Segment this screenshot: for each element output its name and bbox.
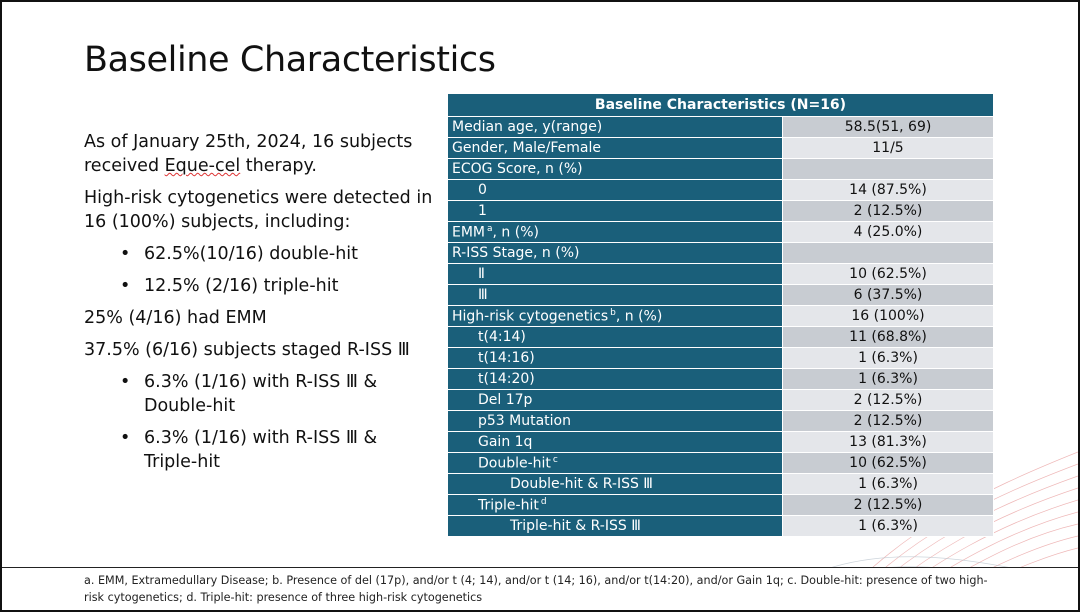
- summary-text: As of January 25th, 2024, 16 subjects re…: [84, 130, 434, 482]
- row-label: Triple-hit & R-ISS Ⅲ: [447, 515, 783, 537]
- summary-paragraph-2: High-risk cytogenetics were detected in …: [84, 188, 433, 232]
- row-value: 1 (6.3%): [782, 473, 994, 495]
- row-label: 1: [447, 200, 783, 222]
- row-value: 6 (37.5%): [782, 284, 994, 306]
- bullet-glyph: •: [120, 276, 131, 296]
- row-value: 11/5: [782, 137, 994, 159]
- table-row: Gain 1q 13 (81.3%): [447, 431, 994, 453]
- row-value: 16 (100%): [782, 305, 994, 327]
- footnote-marker: a: [487, 223, 493, 234]
- row-label: Gain 1q: [447, 431, 783, 453]
- row-label: Del 17p: [447, 389, 783, 411]
- table-row: Median age, y(range) 58.5(51, 69): [447, 116, 994, 138]
- table-header: Baseline Characteristics (N=16): [447, 93, 994, 117]
- row-value: 2 (12.5%): [782, 410, 994, 432]
- row-value: 10 (62.5%): [782, 452, 994, 474]
- row-label: Double-hit & R-ISS Ⅲ: [447, 473, 783, 495]
- row-label: Ⅲ: [447, 284, 783, 306]
- row-label: High-risk cytogenetics b, n (%): [447, 305, 783, 327]
- table-row: Gender, Male/Female 11/5: [447, 137, 994, 159]
- summary-paragraph-1: As of January 25th, 2024, 16 subjects re…: [84, 132, 413, 176]
- footnote-marker: b: [610, 307, 616, 318]
- summary-paragraph-4: 37.5% (6/16) subjects staged R-ISS Ⅲ: [84, 340, 410, 360]
- bullet-glyph: •: [120, 244, 131, 264]
- row-label: Double-hit c: [447, 452, 783, 474]
- row-label: t(4:14): [447, 326, 783, 348]
- page-title: Baseline Characteristics: [84, 40, 496, 80]
- table-row: R-ISS Stage, n (%): [447, 242, 994, 264]
- bullet-glyph: •: [120, 428, 131, 448]
- product-name: Eque-cel: [164, 156, 241, 176]
- row-value: 10 (62.5%): [782, 263, 994, 285]
- footnote-area: a. EMM, Extramedullary Disease; b. Prese…: [2, 567, 1078, 610]
- row-value: 4 (25.0%): [782, 221, 994, 243]
- bullet-item: • 12.5% (2/16) triple-hit: [120, 276, 339, 296]
- row-value: 1 (6.3%): [782, 347, 994, 369]
- row-label: t(14:16): [447, 347, 783, 369]
- row-label: Median age, y(range): [447, 116, 783, 138]
- row-value: [782, 242, 994, 264]
- row-label: p53 Mutation: [447, 410, 783, 432]
- bullet-item: • 6.3% (1/16) with R-ISS Ⅲ & Triple-hit: [120, 428, 378, 472]
- baseline-table: Baseline Characteristics (N=16) Median a…: [447, 93, 994, 537]
- row-value: 2 (12.5%): [782, 389, 994, 411]
- footnote-marker: d: [540, 496, 547, 507]
- footnote-marker: c: [552, 454, 558, 465]
- table-row: t(4:14) 11 (68.8%): [447, 326, 994, 348]
- row-value: [782, 158, 994, 180]
- summary-paragraph-3: 25% (4/16) had EMM: [84, 308, 267, 328]
- table-row: Triple-hit d 2 (12.5%): [447, 494, 994, 516]
- row-label: 0: [447, 179, 783, 201]
- footnote-text: a. EMM, Extramedullary Disease; b. Prese…: [84, 574, 988, 604]
- row-label: Triple-hit d: [447, 494, 783, 516]
- table-row: 0 14 (87.5%): [447, 179, 994, 201]
- table-row: High-risk cytogenetics b, n (%) 16 (100%): [447, 305, 994, 327]
- row-label: EMM a, n (%): [447, 221, 783, 243]
- row-value: 2 (12.5%): [782, 494, 994, 516]
- table-row: Double-hit c 10 (62.5%): [447, 452, 994, 474]
- row-label: Ⅱ: [447, 263, 783, 285]
- bullet-item: • 6.3% (1/16) with R-ISS Ⅲ & Double-hit: [120, 372, 378, 416]
- row-value: 14 (87.5%): [782, 179, 994, 201]
- row-label: Gender, Male/Female: [447, 137, 783, 159]
- table-row: t(14:20) 1 (6.3%): [447, 368, 994, 390]
- row-value: 1 (6.3%): [782, 368, 994, 390]
- row-label: t(14:20): [447, 368, 783, 390]
- table-row: p53 Mutation 2 (12.5%): [447, 410, 994, 432]
- row-value: 2 (12.5%): [782, 200, 994, 222]
- bullet-item: • 62.5%(10/16) double-hit: [120, 244, 359, 264]
- row-value: 58.5(51, 69): [782, 116, 994, 138]
- row-label: ECOG Score, n (%): [447, 158, 783, 180]
- table-row: EMM a, n (%) 4 (25.0%): [447, 221, 994, 243]
- row-value: 1 (6.3%): [782, 515, 994, 537]
- row-value: 13 (81.3%): [782, 431, 994, 453]
- bullet-glyph: •: [120, 372, 131, 392]
- table-row: Ⅱ 10 (62.5%): [447, 263, 994, 285]
- table-row: Del 17p 2 (12.5%): [447, 389, 994, 411]
- table-row: ECOG Score, n (%): [447, 158, 994, 180]
- row-label: R-ISS Stage, n (%): [447, 242, 783, 264]
- row-value: 11 (68.8%): [782, 326, 994, 348]
- table-row: t(14:16) 1 (6.3%): [447, 347, 994, 369]
